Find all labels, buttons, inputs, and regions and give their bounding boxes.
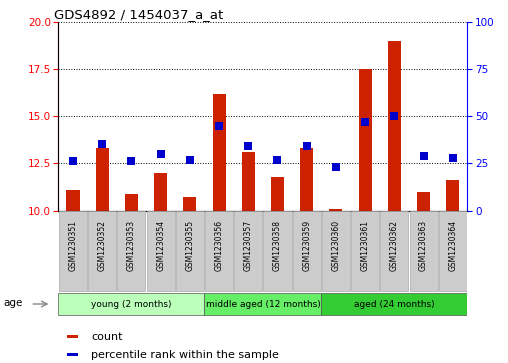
Point [332, 164, 340, 170]
Point [69, 159, 77, 164]
FancyBboxPatch shape [293, 211, 321, 291]
Point [303, 143, 311, 149]
Bar [154, 173, 167, 211]
Text: GSM1230362: GSM1230362 [390, 220, 399, 271]
Bar [417, 192, 430, 211]
Point [128, 159, 136, 164]
Text: GSM1230359: GSM1230359 [302, 220, 311, 272]
Point [215, 123, 223, 129]
Bar [183, 197, 197, 211]
Bar [388, 41, 401, 211]
Text: GSM1230360: GSM1230360 [331, 220, 340, 272]
Point [273, 157, 281, 163]
Text: count: count [91, 332, 122, 342]
Text: GSM1230364: GSM1230364 [448, 220, 457, 272]
FancyBboxPatch shape [176, 211, 204, 291]
Text: age: age [3, 298, 22, 308]
Text: GSM1230358: GSM1230358 [273, 220, 282, 271]
Point [449, 155, 457, 160]
Bar [96, 148, 109, 211]
Bar [125, 193, 138, 211]
Bar [67, 354, 78, 356]
FancyBboxPatch shape [234, 211, 262, 291]
FancyBboxPatch shape [117, 211, 145, 291]
Bar [359, 69, 372, 211]
Point [156, 151, 165, 157]
Text: GSM1230356: GSM1230356 [214, 220, 224, 272]
Bar [67, 335, 78, 338]
Bar [67, 190, 80, 211]
Text: young (2 months): young (2 months) [91, 299, 172, 309]
FancyBboxPatch shape [380, 211, 408, 291]
FancyBboxPatch shape [439, 211, 467, 291]
Text: GSM1230355: GSM1230355 [185, 220, 195, 272]
Text: middle aged (12 months): middle aged (12 months) [206, 299, 320, 309]
FancyBboxPatch shape [147, 211, 175, 291]
Text: GSM1230361: GSM1230361 [361, 220, 370, 271]
FancyBboxPatch shape [59, 211, 87, 291]
Text: GSM1230351: GSM1230351 [69, 220, 78, 271]
FancyBboxPatch shape [322, 211, 350, 291]
Bar [212, 94, 226, 211]
Text: GSM1230353: GSM1230353 [127, 220, 136, 272]
Point [244, 143, 252, 149]
Bar [271, 176, 284, 211]
FancyBboxPatch shape [351, 211, 379, 291]
Bar [300, 148, 313, 211]
FancyBboxPatch shape [205, 211, 233, 291]
Text: GSM1230357: GSM1230357 [244, 220, 253, 272]
Text: percentile rank within the sample: percentile rank within the sample [91, 350, 279, 360]
FancyBboxPatch shape [264, 211, 292, 291]
Bar [242, 152, 255, 211]
FancyBboxPatch shape [409, 211, 437, 291]
Text: GDS4892 / 1454037_a_at: GDS4892 / 1454037_a_at [54, 8, 224, 21]
Text: GSM1230354: GSM1230354 [156, 220, 165, 272]
FancyBboxPatch shape [58, 293, 204, 315]
Point [390, 113, 398, 119]
Text: GSM1230363: GSM1230363 [419, 220, 428, 272]
Bar [446, 180, 459, 211]
Text: GSM1230352: GSM1230352 [98, 220, 107, 271]
Point [361, 119, 369, 125]
Point [98, 142, 106, 147]
Text: aged (24 months): aged (24 months) [354, 299, 435, 309]
Point [186, 157, 194, 163]
FancyBboxPatch shape [321, 293, 467, 315]
Point [420, 153, 428, 159]
FancyBboxPatch shape [88, 211, 116, 291]
FancyBboxPatch shape [204, 293, 321, 315]
Bar [329, 209, 342, 211]
